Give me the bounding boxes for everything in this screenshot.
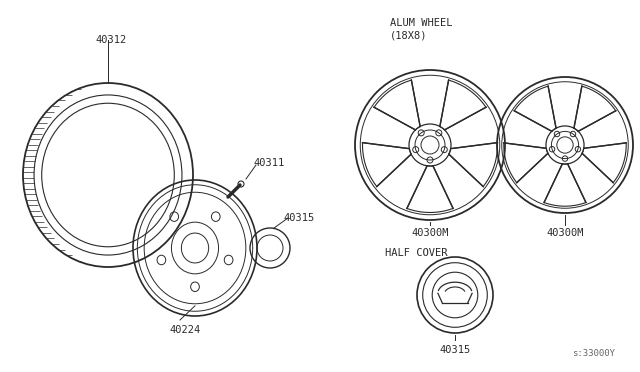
Text: 40300M: 40300M [547,228,584,238]
Text: 40315: 40315 [440,345,470,355]
Text: 40312: 40312 [95,35,126,45]
Text: ALUM WHEEL: ALUM WHEEL [390,18,452,28]
Text: 40224: 40224 [170,325,200,335]
Text: HALF COVER: HALF COVER [385,248,447,258]
Text: 40300M: 40300M [412,228,449,238]
Text: 40311: 40311 [253,158,284,168]
Text: s:33000Y: s:33000Y [572,349,615,358]
Text: 40315: 40315 [283,213,314,223]
Text: (18X8): (18X8) [390,30,428,40]
